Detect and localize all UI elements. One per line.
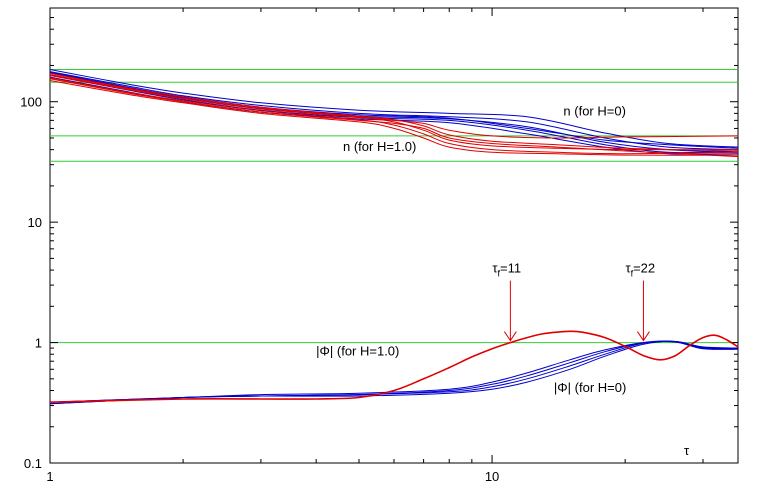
arrow-label: τf=22: [625, 261, 655, 279]
y-tick-label: 0.1: [24, 456, 42, 471]
series-lines: [49, 69, 739, 405]
annotation-label: |Φ| (for H=1.0): [316, 344, 399, 359]
series-line-n_H10: [49, 72, 739, 152]
y-tick-label: 10: [28, 215, 42, 230]
x-tick-label: 10: [485, 469, 499, 484]
series-line-n_H10: [49, 74, 739, 139]
annotation-label: |Φ| (for H=0): [554, 380, 626, 395]
arrow-head: [503, 331, 517, 342]
series-line-n_H0: [49, 71, 739, 151]
series-line-phi_H0: [49, 340, 739, 403]
x-axis-label: τ: [684, 443, 690, 458]
x-tick-label: 1: [46, 469, 53, 484]
annotations: n (for H=0) n (for H=1.0) |Φ| (for H=1.0) |…: [316, 103, 655, 394]
arrow-label: τf=11: [492, 261, 521, 279]
plot-frame: [49, 7, 739, 464]
series-line-n_H0: [49, 69, 739, 148]
series-line-n_H10: [49, 78, 739, 158]
y-tick-label: 1: [35, 336, 42, 351]
series-line-phi_H10: [49, 330, 739, 403]
annotation-label: n (for H=1.0): [343, 139, 416, 154]
series-line-n_H0: [49, 72, 739, 153]
series-line-n_H10: [49, 77, 739, 155]
reference-lines: [50, 69, 738, 344]
series-line-n_H10: [49, 80, 739, 156]
series-line-phi_H0: [49, 340, 739, 403]
axis-ticks: 0.1 1 10 100 1 10: [20, 8, 738, 484]
y-tick-label: 100: [20, 95, 42, 110]
arrow-head: [637, 331, 650, 342]
annotation-label: n (for H=0): [563, 103, 626, 118]
